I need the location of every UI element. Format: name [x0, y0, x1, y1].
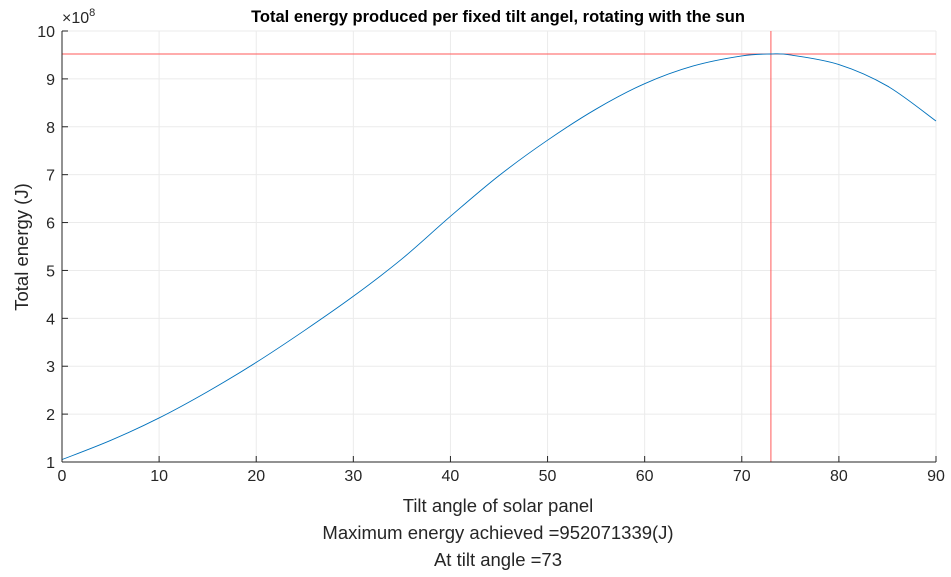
y-tick-label: 2: [46, 407, 55, 424]
x-axis-label-line-3: At tilt angle =73: [434, 549, 562, 570]
x-axis-label-line-2: Maximum energy achieved =952071339(J): [322, 522, 673, 543]
y-tick-label: 10: [37, 24, 55, 41]
series-line-0: [61, 53, 937, 461]
y-axis-label: Total energy (J): [11, 183, 32, 311]
chart-title: Total energy produced per fixed tilt ang…: [251, 8, 745, 26]
y-tick-label: 7: [46, 168, 55, 185]
x-tick-label: 50: [539, 468, 557, 485]
x-tick-label: 60: [636, 468, 654, 485]
reference-lines: [62, 31, 936, 462]
y-tick-label: 3: [46, 359, 55, 376]
x-tick-label: 20: [247, 468, 265, 485]
x-tick-label: 30: [344, 468, 362, 485]
y-tick-label: 9: [46, 72, 55, 89]
x-tick-label: 10: [150, 468, 168, 485]
x-tick-label: 80: [830, 468, 848, 485]
y-tick-label: 4: [46, 311, 55, 328]
x-tick-label: 40: [442, 468, 460, 485]
y-tick-label: 1: [46, 455, 55, 472]
axes: [61, 30, 937, 463]
y-axis-exponent: ×108: [62, 7, 95, 27]
y-tick-labels: 1 2 3 4 5 6 7 8 9 10: [37, 24, 55, 472]
x-tick-label: 70: [733, 468, 751, 485]
y-tick-label: 6: [46, 216, 55, 233]
y-axis-exponent-base: ×10: [62, 10, 89, 27]
x-tick-label: 90: [927, 468, 945, 485]
grid: [61, 30, 937, 463]
x-axis-label-line-1: Tilt angle of solar panel: [403, 495, 594, 516]
x-tick-labels: 0 10 20 30 40 50 60 70 80 90: [58, 468, 945, 485]
series-group: [61, 53, 937, 461]
x-tick-label: 0: [58, 468, 67, 485]
y-tick-label: 8: [46, 120, 55, 137]
y-axis-exponent-power: 8: [89, 7, 95, 19]
y-tick-label: 5: [46, 263, 55, 280]
